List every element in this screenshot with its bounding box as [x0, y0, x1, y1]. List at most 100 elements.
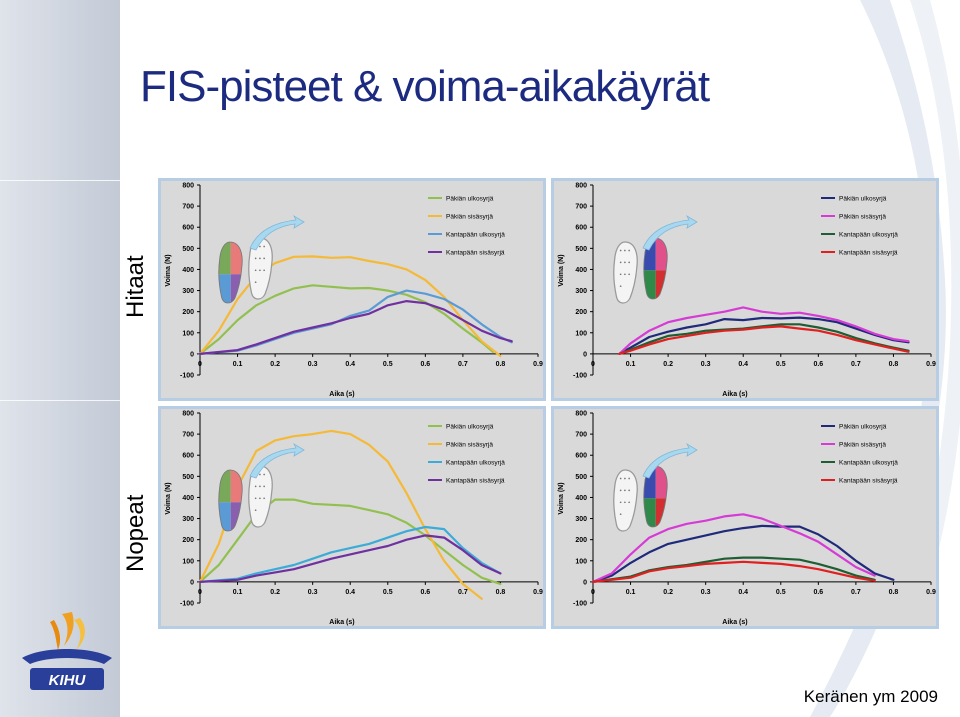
y-tick-label: 600: [575, 225, 587, 232]
y-tick-label: 600: [575, 453, 587, 460]
series-line: [198, 498, 502, 586]
y-tick-label: 600: [182, 453, 194, 460]
series-line: [198, 299, 513, 355]
x-tick-label: 0.6: [420, 589, 430, 596]
legend-label: Kantapään ulkosyrjä: [446, 460, 505, 467]
row-label-nopeat: Nopeat: [122, 494, 149, 572]
y-tick-label: 700: [575, 432, 587, 439]
x-tick-label: 0: [591, 589, 595, 596]
y-tick-label: 200: [575, 309, 587, 316]
y-tick-label: -100: [180, 373, 194, 380]
chart-svg: -100 0 100 200 300 400 500 600 700 800 0 0.1 0.2 0.3 0…: [551, 406, 939, 629]
y-tick-label: 200: [182, 537, 194, 544]
foot-zones-icon: [218, 241, 243, 304]
x-axis-label: Aika (s): [329, 619, 354, 626]
x-tick-label: 0.5: [776, 361, 786, 368]
x-tick-label: 0.6: [420, 361, 430, 368]
y-tick-label: 300: [182, 516, 194, 523]
legend-label: Kantapään sisäsyrjä: [839, 478, 898, 485]
y-tick-label: 0: [583, 579, 587, 586]
y-tick-label: 400: [575, 267, 587, 274]
x-axis-label: Aika (s): [722, 619, 747, 626]
legend-label: Kantapään ulkosyrjä: [446, 232, 505, 239]
arrow-icon: [642, 442, 698, 479]
legend-label: Päkiän sisäsyrjä: [446, 214, 493, 221]
arrow-icon: [642, 214, 698, 251]
series-line: [591, 524, 895, 583]
series-line: [591, 560, 876, 583]
y-axis-label: Voima (N): [558, 254, 565, 286]
decor-stripe: [0, 400, 120, 401]
y-tick-label: 800: [575, 183, 587, 190]
y-tick-label: 700: [182, 204, 194, 211]
y-tick-label: -100: [573, 601, 587, 608]
x-tick-label: 0.7: [458, 361, 468, 368]
x-tick-label: 0: [198, 589, 202, 596]
legend-label: Kantapään sisäsyrjä: [446, 478, 505, 485]
legend-label: Päkiän ulkosyrjä: [839, 196, 887, 203]
y-tick-label: 0: [190, 351, 194, 358]
x-tick-label: 0.5: [383, 361, 393, 368]
x-tick-label: 0: [198, 361, 202, 368]
y-tick-label: 0: [190, 579, 194, 586]
x-tick-label: 0.8: [496, 589, 506, 596]
chart-svg: -100 0 100 200 300 400 500 600 700 800 0 0.1 0.2 0.3 0…: [158, 178, 546, 401]
series-line: [618, 325, 910, 355]
y-tick-label: 100: [575, 558, 587, 565]
foot-outline-icon: [613, 469, 638, 532]
chart-nopeat-right: -100 0 100 200 300 400 500 600 700 800 0 0.1 0.2 0.3 0…: [551, 406, 939, 629]
y-tick-label: 300: [575, 516, 587, 523]
x-axis-label: Aika (s): [722, 391, 747, 398]
x-tick-label: 0.2: [663, 589, 673, 596]
series-line: [198, 525, 502, 583]
x-tick-label: 0.6: [813, 361, 823, 368]
foot-outline-icon: [613, 241, 638, 304]
legend-label: Kantapään ulkosyrjä: [839, 460, 898, 467]
x-tick-label: 0.7: [851, 361, 861, 368]
y-tick-label: 800: [575, 411, 587, 418]
x-tick-label: 0.3: [701, 589, 711, 596]
y-tick-label: 300: [575, 288, 587, 295]
series-line: [198, 534, 502, 583]
x-tick-label: 0.3: [308, 361, 318, 368]
x-tick-label: 0.2: [663, 361, 673, 368]
foot-zones-icon: [643, 237, 668, 300]
chart-hitaat-right: -100 0 100 200 300 400 500 600 700 800 0 0.1 0.2 0.3 0…: [551, 178, 939, 401]
left-decor-band: [0, 0, 120, 717]
foot-zones-icon: [643, 465, 668, 528]
chart-svg: -100 0 100 200 300 400 500 600 700 800 0 0.1 0.2 0.3 0…: [551, 178, 939, 401]
x-tick-label: 0.4: [738, 589, 748, 596]
y-tick-label: 600: [182, 225, 194, 232]
x-tick-label: 0.2: [270, 589, 280, 596]
y-tick-label: 500: [182, 246, 194, 253]
x-tick-label: 0.1: [233, 361, 243, 368]
y-tick-label: 500: [575, 246, 587, 253]
x-tick-label: 0.1: [233, 589, 243, 596]
y-tick-label: 500: [182, 474, 194, 481]
y-tick-label: 800: [182, 183, 194, 190]
x-tick-label: 0.3: [701, 361, 711, 368]
y-tick-label: 500: [575, 474, 587, 481]
page-title: FIS-pisteet & voima-aikakäyrät: [140, 62, 710, 111]
x-tick-label: 0.1: [626, 589, 636, 596]
x-tick-label: 0.9: [533, 589, 543, 596]
legend-label: Päkiän ulkosyrjä: [446, 424, 494, 431]
x-tick-label: 0.9: [533, 361, 543, 368]
arrow-icon: [249, 214, 305, 251]
x-tick-label: 0.8: [496, 361, 506, 368]
x-tick-label: 0.1: [626, 361, 636, 368]
x-axis-label: Aika (s): [329, 391, 354, 398]
x-tick-label: 0.8: [889, 361, 899, 368]
y-tick-label: 700: [575, 204, 587, 211]
legend-label: Päkiän ulkosyrjä: [446, 196, 494, 203]
x-tick-label: 0.9: [926, 361, 936, 368]
y-tick-label: 400: [182, 495, 194, 502]
x-tick-label: 0.7: [458, 589, 468, 596]
foot-zones-icon: [218, 469, 243, 532]
series-line: [618, 316, 910, 355]
y-tick-label: 200: [575, 537, 587, 544]
x-tick-label: 0.7: [851, 589, 861, 596]
chart-nopeat-left: -100 0 100 200 300 400 500 600 700 800 0 0.1 0.2 0.3 0…: [158, 406, 546, 629]
x-tick-label: 0.4: [345, 361, 355, 368]
x-tick-label: 0.5: [776, 589, 786, 596]
